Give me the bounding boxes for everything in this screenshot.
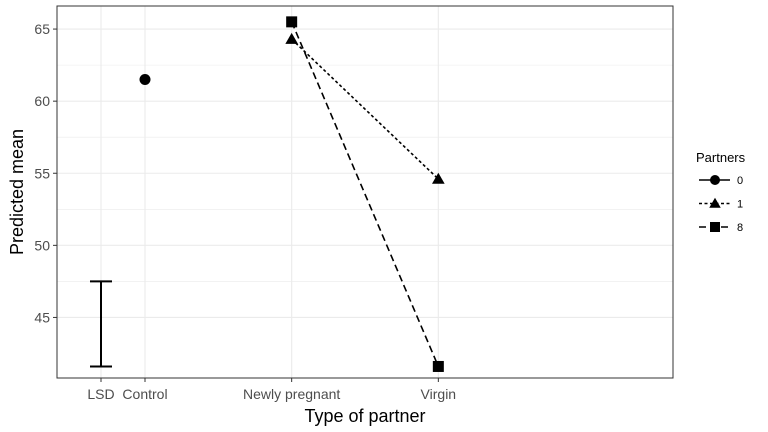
x-axis-title: Type of partner (304, 406, 425, 426)
legend-label: 8 (737, 222, 743, 234)
series-8-line (290, 21, 440, 367)
legend-title: Partners (696, 150, 746, 165)
x-tick-label: Newly pregnant (243, 386, 340, 402)
legend-label: 1 (737, 199, 743, 211)
x-tick-label: LSD (87, 386, 114, 402)
legend-key-marker (709, 197, 721, 208)
x-tick-label: Virgin (421, 386, 457, 402)
y-tick-label: 50 (34, 237, 50, 253)
series-1-point (285, 32, 298, 44)
series-markers (139, 16, 445, 372)
series-8-point (286, 16, 298, 28)
legend-key-marker (710, 222, 720, 232)
series-1-point (432, 172, 445, 184)
series-8-point (432, 360, 444, 372)
y-axis-ticks: 45 50 55 60 65 (34, 21, 57, 325)
legend-key-marker (710, 175, 720, 185)
x-axis-ticks: LSD Control Newly pregnant Virgin (87, 378, 456, 402)
panel-border (56, 5, 674, 379)
legend-label: 0 (737, 175, 743, 187)
y-axis-title: Predicted mean (7, 129, 27, 255)
legend: Partners 0 1 8 (696, 150, 746, 234)
lsd-error-bar (90, 280, 112, 368)
grid (57, 6, 673, 378)
y-tick-label: 65 (34, 21, 50, 37)
y-tick-label: 60 (34, 93, 50, 109)
series-0-point (139, 74, 151, 86)
series-lines (290, 21, 440, 367)
series-1-line (291, 38, 439, 180)
x-tick-label: Control (122, 386, 167, 402)
y-tick-label: 45 (34, 309, 50, 325)
y-tick-label: 55 (34, 165, 50, 181)
